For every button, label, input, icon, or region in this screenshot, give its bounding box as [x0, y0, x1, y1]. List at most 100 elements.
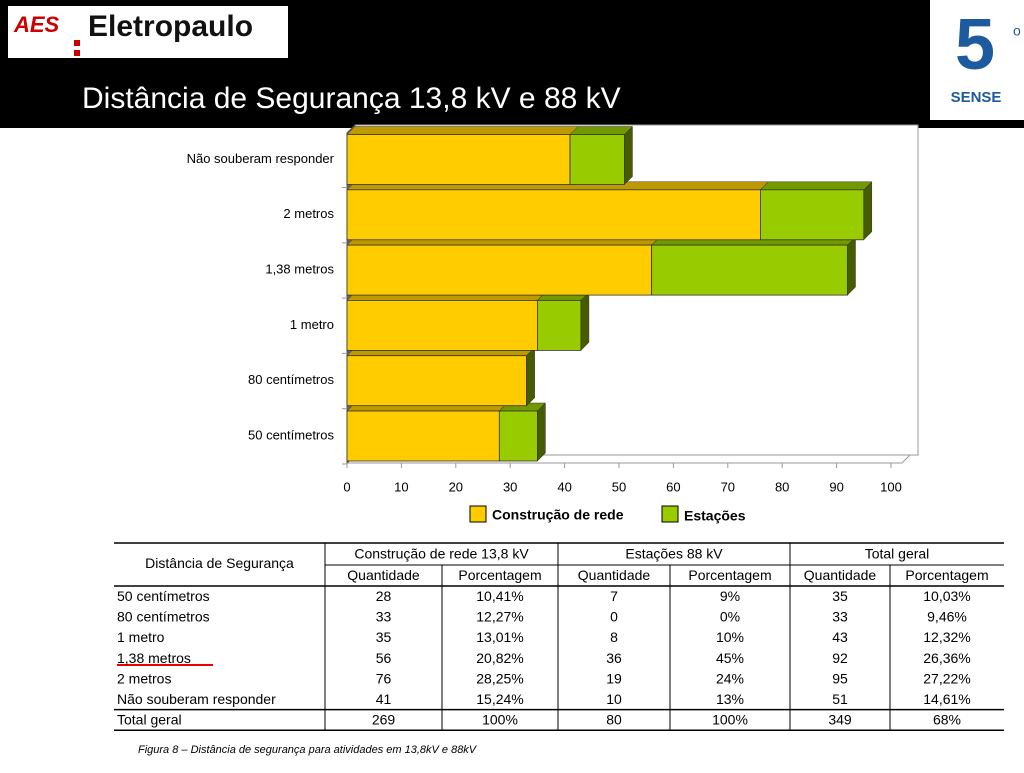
bar [346, 134, 571, 185]
badge-box [930, 0, 1024, 120]
table: Distância de Segurança Construção de rede… [114, 542, 1004, 731]
legend-swatch [469, 505, 487, 523]
table-cell: 100% [482, 712, 518, 728]
table-cell: 13,01% [476, 629, 523, 645]
table-cell: 28,25% [476, 670, 523, 686]
table-cell: 43 [832, 629, 848, 645]
y-tick-label: 80 centímetros [248, 372, 334, 387]
table-row-label: 2 metros [117, 670, 171, 686]
table-cell: 95 [832, 670, 848, 686]
bar [651, 244, 848, 296]
bar [346, 244, 653, 296]
bar [537, 299, 582, 351]
table-cell: 27,22% [923, 670, 970, 686]
x-tick-label: 80 [775, 479, 789, 494]
table-header-cell: Total geral [865, 546, 930, 562]
y-tick-label: 50 centímetros [248, 427, 334, 442]
y-tick-label: 1,38 metros [265, 262, 334, 277]
bar-side [863, 181, 873, 241]
logo-dot [74, 50, 80, 56]
table-cell: 12,27% [476, 609, 523, 625]
table-cell: 20,82% [476, 650, 523, 666]
table-row-label: 1,38 metros [117, 650, 191, 666]
bar [498, 410, 538, 462]
legend-swatch [661, 505, 679, 523]
bar-side [580, 291, 590, 352]
slide-title: Distância de Segurança 13,8 kV e 88 kV [82, 82, 621, 115]
table-cell: 8 [610, 629, 618, 645]
table-cell: 45% [716, 650, 744, 666]
table-cell: 33 [832, 609, 848, 625]
x-tick-label: 30 [503, 479, 517, 494]
badge-suffix: o [1013, 23, 1021, 39]
x-tick-label: 70 [721, 479, 735, 494]
table-cell: 76 [376, 670, 392, 686]
x-tick-label: 10 [394, 479, 408, 494]
badge-text: SENSE [951, 89, 1002, 106]
bar-top [346, 126, 579, 135]
table-row-label: Não souberam responder [117, 691, 276, 707]
badge-number: 5 [955, 5, 995, 85]
table-cell: 56 [376, 650, 392, 666]
bar [346, 410, 500, 462]
table-cell: 33 [376, 609, 392, 625]
table-subheader-cell: Porcentagem [688, 567, 771, 583]
table-header-cell: Distância de Segurança [145, 555, 294, 571]
bar-side [624, 125, 633, 186]
legend-label: Estações [684, 508, 746, 524]
table-cell: 41 [376, 691, 392, 707]
table-cell: 51 [832, 691, 848, 707]
table-subheader-cell: Quantidade [804, 567, 877, 583]
bar [346, 189, 761, 241]
bar-side [847, 236, 856, 296]
logo-dot [74, 40, 80, 46]
table-cell: 13% [716, 691, 744, 707]
logo-text: Eletropaulo [88, 10, 253, 43]
bar-top [759, 181, 873, 191]
y-tick-label: 1 metro [290, 317, 334, 332]
legend-label: Construção de rede [492, 507, 624, 523]
table-row-label: 1 metro [117, 629, 165, 645]
chart: 0 10 20 30 40 50 60 70 80 90 100 50 centímetros 80 c… [187, 123, 919, 524]
bar [569, 134, 625, 185]
table-cell: 26,36% [923, 650, 970, 666]
table-cell: 0% [720, 609, 740, 625]
table-cell: 14,61% [923, 691, 970, 707]
table-subheader-cell: Quantidade [578, 567, 651, 583]
table-cell: 68% [933, 712, 961, 728]
x-tick-label: 100 [880, 479, 902, 494]
logo-mark: AES [13, 12, 60, 37]
logo-box [8, 6, 288, 58]
table-cell: 9% [720, 588, 740, 604]
bar [346, 355, 527, 407]
bar-top [569, 126, 634, 135]
table-cell: 15,24% [476, 691, 523, 707]
x-tick-label: 20 [449, 479, 463, 494]
y-tick-label: 2 metros [283, 206, 334, 221]
table-subheader-cell: Porcentagem [458, 567, 541, 583]
table-cell: 100% [712, 712, 748, 728]
x-tick-label: 90 [829, 479, 843, 494]
table-cell: 10,41% [476, 588, 523, 604]
table-cell: 0 [610, 609, 618, 625]
table-cell: 349 [828, 712, 852, 728]
bar-side [537, 402, 546, 462]
table-cell: 10% [716, 629, 744, 645]
table-cell: 36 [606, 650, 622, 666]
y-tick-label: Não souberam responder [187, 151, 335, 166]
x-tick-label: 0 [343, 479, 350, 494]
table-row-label: Total geral [117, 712, 182, 728]
bar [346, 299, 538, 351]
x-tick-label: 60 [666, 479, 680, 494]
table-cell: 19 [606, 670, 622, 686]
table-cell: 80 [606, 712, 622, 728]
table-cell: 35 [376, 629, 392, 645]
x-tick-label: 40 [557, 479, 571, 494]
table-header-cell: Estações 88 kV [625, 546, 723, 562]
table-cell: 12,32% [923, 629, 970, 645]
table-cell: 92 [832, 650, 848, 666]
table-subheader-cell: Quantidade [347, 567, 420, 583]
x-tick-label: 50 [612, 479, 626, 494]
table-cell: 9,46% [927, 609, 967, 625]
